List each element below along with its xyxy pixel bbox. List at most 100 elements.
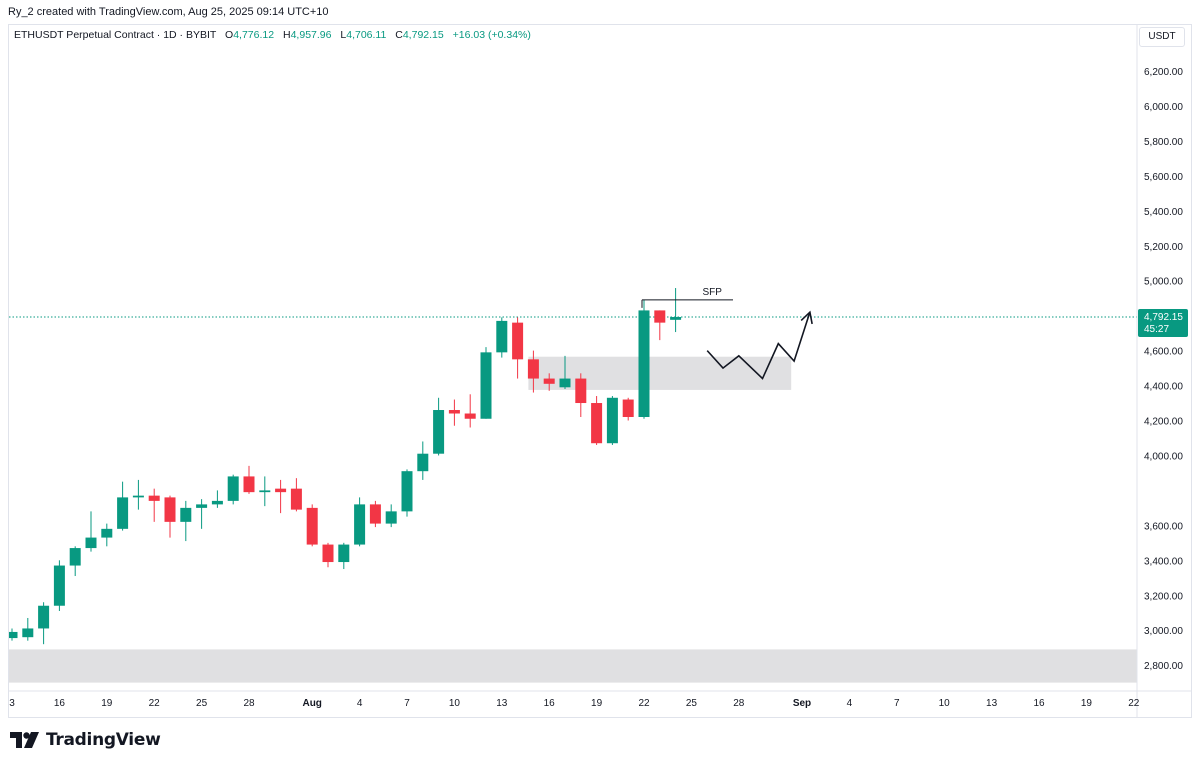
candle-body — [275, 488, 287, 493]
candle — [164, 495, 176, 538]
time-tick-label: Sep — [793, 698, 811, 709]
time-tick-label: 25 — [196, 698, 208, 709]
candle-body — [243, 476, 255, 493]
candle — [496, 317, 508, 358]
currency-button[interactable]: USDT — [1139, 27, 1185, 47]
legend-low-label: L — [340, 29, 347, 41]
legend-close-label: C — [395, 29, 403, 41]
price-tick-label: 4,400.00 — [1144, 382, 1183, 393]
legend-close: 4,792.15 — [402, 29, 444, 41]
candle-body — [38, 605, 50, 629]
candle-body — [496, 320, 508, 353]
price-tick-label: 3,200.00 — [1144, 591, 1183, 602]
price-tick-label: 2,800.00 — [1144, 661, 1183, 672]
candle — [448, 399, 460, 426]
candle — [591, 396, 603, 445]
candle — [575, 373, 587, 418]
candle-body — [196, 504, 208, 508]
bar-countdown: 45:27 — [1144, 324, 1169, 335]
time-tick-label: 19 — [591, 698, 603, 709]
time-tick-label: 16 — [544, 698, 556, 709]
candle-body — [290, 488, 302, 510]
candle-body — [132, 495, 144, 498]
candle — [480, 347, 492, 419]
time-tick-label: 22 — [1128, 698, 1140, 709]
candle — [606, 396, 618, 445]
candle — [22, 617, 34, 641]
candle — [259, 476, 271, 507]
time-tick-label: 7 — [404, 698, 410, 709]
candle — [148, 488, 160, 522]
candle-body — [148, 495, 160, 501]
candle — [117, 481, 129, 531]
candle-body — [369, 504, 381, 524]
projection-arrowhead — [800, 310, 813, 325]
candle-body — [117, 497, 129, 529]
last-price-badge-bg — [1138, 309, 1188, 338]
candle — [290, 478, 302, 512]
price-tick-label: 3,600.00 — [1144, 521, 1183, 532]
price-tick-label: 6,000.00 — [1144, 102, 1183, 113]
time-tick-label: 16 — [1033, 698, 1045, 709]
candle-body — [512, 322, 524, 360]
time-tick-label: 25 — [686, 698, 698, 709]
candle-body — [638, 310, 650, 418]
time-tick-label: 22 — [149, 698, 161, 709]
candle — [196, 499, 208, 529]
candle-body — [164, 497, 176, 522]
candle-body — [85, 537, 97, 549]
candle-body — [338, 544, 350, 563]
candle-body — [543, 378, 555, 384]
price-tick-label: 5,400.00 — [1144, 207, 1183, 218]
price-tick-label: 5,800.00 — [1144, 137, 1183, 148]
time-tick-label: 10 — [449, 698, 461, 709]
candle-body — [211, 500, 223, 505]
projection-path — [706, 311, 811, 380]
price-tick-label: 4,000.00 — [1144, 451, 1183, 462]
candle-body — [575, 378, 587, 404]
candle-body — [322, 544, 334, 563]
candle-body — [53, 565, 65, 606]
price-tick-label: 6,200.00 — [1144, 67, 1183, 78]
tradingview-logo[interactable]: TradingView — [10, 730, 161, 750]
legend-open-label: O — [225, 29, 234, 41]
candle — [670, 288, 682, 333]
time-tick-label: 13 — [986, 698, 998, 709]
time-tick-label: 4 — [357, 698, 363, 709]
candle — [38, 602, 50, 645]
candle-body — [180, 507, 192, 522]
candle — [433, 397, 445, 456]
candle — [543, 373, 555, 391]
candle-body — [622, 399, 634, 418]
candle — [464, 394, 476, 428]
candle-body — [385, 511, 397, 524]
candle — [306, 504, 318, 547]
candle — [322, 542, 334, 568]
time-tick-label: 28 — [243, 698, 255, 709]
time-tick-label: 10 — [939, 698, 951, 709]
candle — [338, 542, 350, 570]
candle — [622, 397, 634, 421]
candle — [369, 500, 381, 528]
price-tick-label: 5,000.00 — [1144, 277, 1183, 288]
candle-body — [433, 410, 445, 454]
candle-body — [354, 504, 366, 545]
candle-body — [670, 317, 682, 320]
plot-area: SFP — [9, 287, 1137, 683]
candle-body — [559, 378, 571, 388]
candle — [638, 299, 650, 419]
candle-body — [227, 476, 239, 501]
legend-high-label: H — [283, 29, 291, 41]
time-tick-label: 19 — [101, 698, 113, 709]
last-price-value: 4,792.15 — [1144, 312, 1183, 323]
time-tick-label: 16 — [54, 698, 66, 709]
price-tick-label: 5,600.00 — [1144, 172, 1183, 183]
time-tick-label: 7 — [894, 698, 900, 709]
candle — [654, 310, 666, 341]
price-tick-label: 5,200.00 — [1144, 242, 1183, 253]
time-tick-label: 22 — [638, 698, 650, 709]
legend-high: 4,957.96 — [290, 29, 332, 41]
candle-body — [527, 359, 539, 379]
candle — [385, 504, 397, 528]
